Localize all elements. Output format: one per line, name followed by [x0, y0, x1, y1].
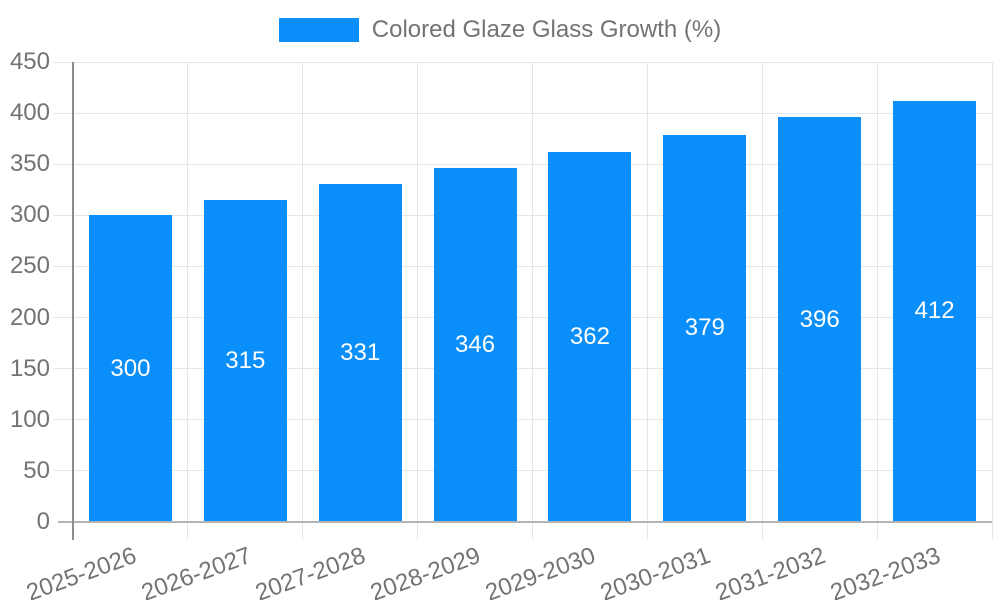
bar-value-label: 379: [684, 314, 725, 342]
x-axis-category-label: 2032-2033: [826, 542, 944, 600]
y-axis-tick-label: 450: [9, 48, 50, 75]
gridline-vertical: [876, 62, 878, 540]
gridline-horizontal: [53, 265, 992, 267]
bar-value-label: 331: [340, 338, 381, 366]
y-axis-tick-label: 300: [9, 201, 50, 229]
y-axis-tick-label: 350: [9, 150, 50, 178]
bar-2025-2026: 300: [88, 215, 172, 522]
gridline-horizontal: [53, 419, 992, 421]
bar-2031-2032: 396: [778, 117, 862, 522]
y-axis-tick-label: 250: [9, 252, 50, 280]
y-axis-tick-label: 0: [36, 508, 50, 535]
x-axis-line: [58, 521, 992, 523]
gridline-horizontal: [53, 470, 992, 472]
bar-value-label: 300: [110, 354, 151, 382]
gridline-horizontal: [53, 163, 992, 165]
gridline-horizontal: [53, 61, 992, 63]
y-axis-line: [72, 62, 74, 540]
y-axis-tick-label: 150: [9, 354, 50, 382]
bar-value-label: 412: [914, 297, 955, 325]
y-axis-tick-label: 200: [9, 303, 50, 331]
gridline-horizontal: [53, 112, 992, 114]
y-axis-tick-label: 50: [23, 456, 50, 484]
gridline-horizontal: [53, 368, 992, 370]
x-axis-category-label: 2026-2027: [137, 542, 255, 600]
bar-value-label: 362: [569, 322, 610, 350]
gridline-horizontal: [53, 214, 992, 216]
y-axis-tick-label: 400: [9, 99, 50, 127]
gridline-vertical: [646, 62, 648, 540]
bar-2029-2030: 362: [548, 151, 632, 522]
bar-2027-2028: 331: [318, 183, 402, 522]
chart-legend[interactable]: Colored Glaze Glass Growth (%): [0, 15, 1000, 45]
bar-2032-2033: 412: [893, 100, 977, 522]
legend-label: Colored Glaze Glass Growth (%): [371, 16, 722, 43]
bar-2026-2027: 315: [203, 200, 287, 522]
gridline-horizontal: [53, 317, 992, 319]
legend-swatch: [278, 18, 359, 42]
x-axis-category-label: 2028-2029: [367, 542, 485, 600]
x-axis-category-label: 2030-2031: [596, 542, 715, 600]
bar-2028-2029: 346: [433, 168, 517, 522]
x-axis-category-label: 2027-2028: [252, 542, 370, 600]
bar-value-label: 396: [799, 305, 840, 333]
gridline-vertical: [302, 62, 304, 540]
bar-2030-2031: 379: [663, 134, 747, 522]
gridline-vertical: [532, 62, 533, 540]
y-axis-tick-label: 100: [9, 405, 50, 433]
x-axis-category-label: 2029-2030: [482, 542, 600, 600]
gridline-vertical: [991, 62, 993, 540]
x-axis-category-label: 2031-2032: [711, 542, 829, 600]
bar-value-label: 346: [455, 331, 496, 359]
gridline-vertical: [187, 62, 189, 540]
gridline-vertical: [417, 62, 419, 540]
gridline-vertical: [761, 62, 763, 540]
x-axis-category-label: 2025-2026: [22, 542, 140, 600]
bar-value-label: 315: [225, 347, 266, 374]
